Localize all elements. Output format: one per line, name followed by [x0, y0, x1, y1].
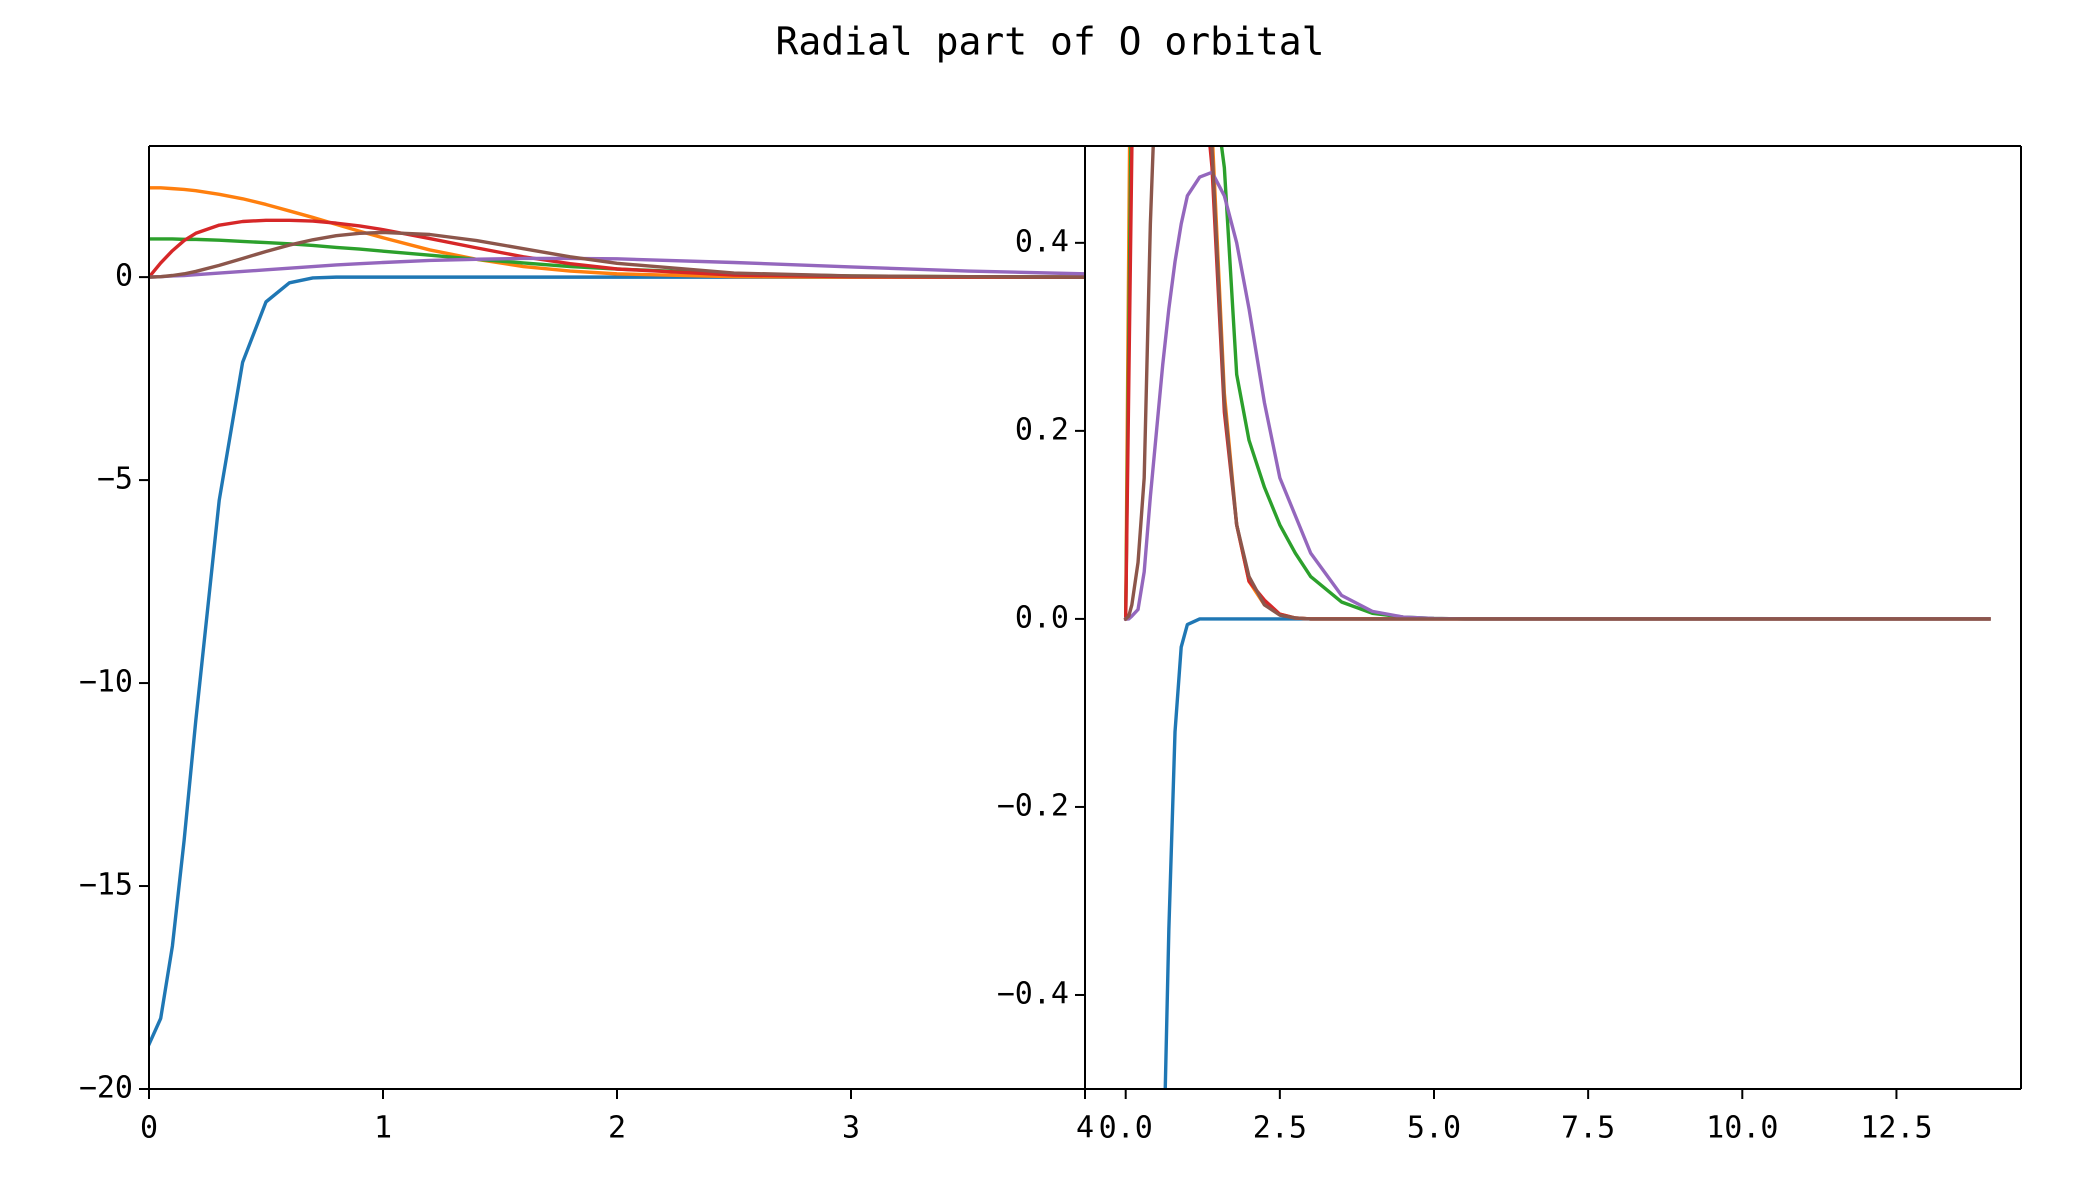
x-tick-label: 4 — [1076, 1111, 1094, 1146]
y-tick-label: 0.0 — [1015, 600, 1069, 635]
x-tick-label: 2.5 — [1253, 1111, 1307, 1146]
x-tick-label: 7.5 — [1561, 1111, 1615, 1146]
y-tick-label: −5 — [97, 462, 133, 497]
x-tick-label: 0.0 — [1099, 1111, 1153, 1146]
data-line — [149, 256, 1085, 279]
y-tick-label: 0 — [115, 259, 133, 294]
y-tick-label: 0.2 — [1015, 412, 1069, 447]
y-tick-label: 0.4 — [1015, 224, 1069, 259]
data-line — [149, 275, 1085, 1047]
data-line — [149, 230, 1085, 279]
x-tick-label: 1 — [374, 1111, 392, 1146]
y-tick-label: −15 — [79, 868, 133, 903]
x-tick-label: 0 — [140, 1111, 158, 1146]
y-tick-label: −20 — [79, 1071, 133, 1106]
x-tick-label: 10.0 — [1706, 1111, 1778, 1146]
axes: 0.0 2.5 5.0 7.5 10.0 12.5 −0.4 −0.2 0.0 0.2 0.4 — [997, 145, 2022, 1146]
data-line — [149, 186, 1085, 279]
y-tick-label: −10 — [79, 665, 133, 700]
y-tick-label: −0.2 — [997, 788, 1069, 823]
data-line — [149, 218, 1085, 280]
x-tick-label: 5.0 — [1407, 1111, 1461, 1146]
y-tick-label: −0.4 — [997, 976, 1069, 1011]
figure-title: Radial part of O orbital — [775, 20, 1324, 64]
x-tick-label: 3 — [842, 1111, 860, 1146]
data-line — [1123, 146, 1991, 622]
x-tick-label: 12.5 — [1860, 1111, 1932, 1146]
x-tick-label: 2 — [608, 1111, 626, 1146]
